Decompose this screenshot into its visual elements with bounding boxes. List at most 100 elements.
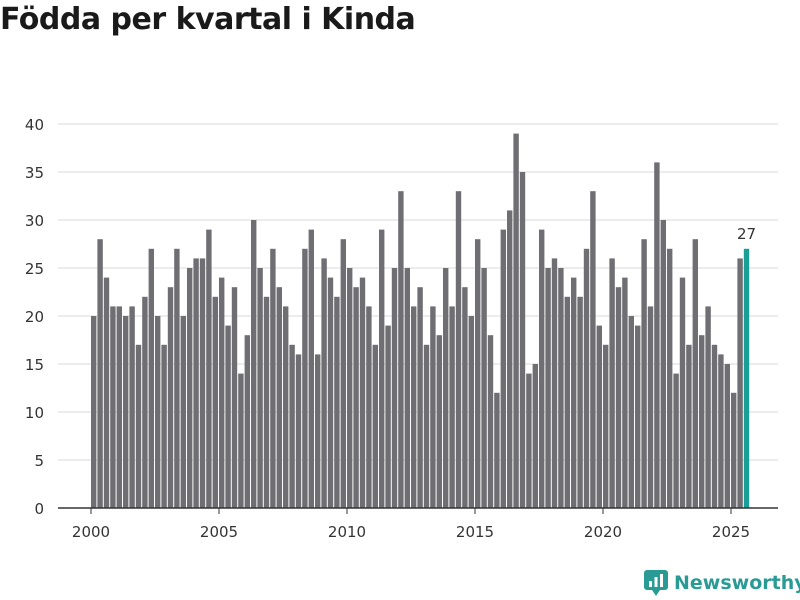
- chart-title: Födda per kvartal i Kinda: [0, 2, 416, 37]
- bar: [212, 296, 218, 508]
- bar: [379, 229, 385, 508]
- bar: [135, 344, 142, 508]
- bar: [519, 172, 526, 508]
- data-label: 27: [737, 225, 756, 243]
- bar: [263, 296, 270, 508]
- bar: [654, 162, 660, 508]
- bar: [487, 335, 494, 508]
- bar: [315, 354, 321, 508]
- bar: [449, 306, 455, 508]
- bar: [103, 277, 110, 508]
- bar-highlight: [743, 248, 750, 509]
- bar: [385, 325, 391, 508]
- y-tick-label: 5: [34, 452, 44, 470]
- bar: [718, 354, 724, 508]
- bar: [231, 287, 238, 508]
- bar: [443, 268, 449, 508]
- x-tick-label: 2020: [584, 523, 622, 541]
- bar: [391, 268, 398, 508]
- x-tick-label: 2010: [328, 523, 366, 541]
- bar: [628, 316, 634, 508]
- bar: [641, 239, 647, 508]
- bar: [590, 191, 596, 508]
- bar: [283, 306, 289, 508]
- bar: [366, 306, 372, 508]
- bar: [199, 258, 206, 508]
- bar: [91, 316, 97, 508]
- bar: [302, 248, 308, 509]
- bar: [500, 229, 506, 508]
- y-tick-label: 0: [34, 500, 44, 518]
- bar: [289, 344, 295, 508]
- bar: [468, 316, 474, 508]
- bar: [225, 325, 231, 508]
- bar: [673, 373, 679, 508]
- x-tick-label: 2025: [712, 523, 750, 541]
- bar: [142, 296, 148, 508]
- bar: [596, 325, 602, 508]
- bar: [686, 344, 692, 508]
- x-tick-label: 2005: [200, 523, 238, 541]
- bar: [193, 258, 199, 508]
- bar: [737, 258, 743, 508]
- bar: [251, 220, 257, 508]
- bar: [347, 268, 353, 508]
- bar: [699, 335, 705, 508]
- bar: [692, 239, 698, 508]
- bar: [539, 229, 545, 508]
- bar: [238, 373, 244, 508]
- y-tick-label: 15: [25, 356, 44, 374]
- bar: [423, 344, 430, 508]
- brand-logo: Newsworthy: [644, 570, 800, 596]
- bar: [257, 268, 263, 508]
- bar: [475, 239, 481, 508]
- bar: [353, 287, 359, 508]
- bar: [116, 306, 122, 508]
- bar: [340, 239, 346, 508]
- bar: [711, 344, 718, 508]
- y-tick-label: 10: [25, 404, 44, 422]
- y-tick-label: 35: [25, 164, 44, 182]
- bar: [583, 248, 590, 509]
- y-tick-label: 40: [25, 116, 44, 134]
- bar: [321, 258, 327, 508]
- bar: [411, 306, 417, 508]
- bar: [532, 364, 538, 508]
- bar: [180, 316, 186, 508]
- bar: [455, 191, 462, 508]
- bar: [577, 296, 583, 508]
- bar: [731, 392, 737, 508]
- bar: [603, 344, 609, 508]
- bar: [660, 220, 666, 508]
- bar: [161, 344, 167, 508]
- bar: [462, 287, 468, 508]
- y-tick-label: 20: [25, 308, 44, 326]
- bar: [327, 277, 334, 508]
- bar: [507, 210, 513, 508]
- bar: [622, 277, 628, 508]
- bar: [571, 277, 577, 508]
- bar: [148, 248, 154, 509]
- newsworthy-logo-icon: [644, 570, 668, 596]
- brand-name: Newsworthy: [674, 572, 800, 594]
- bar: [123, 316, 129, 508]
- bar: [705, 306, 711, 508]
- x-tick-label: 2015: [456, 523, 494, 541]
- x-tick-label: 2000: [72, 523, 110, 541]
- bar: [174, 248, 180, 509]
- bar: [436, 335, 442, 508]
- bar: [97, 239, 103, 508]
- bar: [334, 296, 340, 508]
- bar: [398, 191, 404, 508]
- bar: [206, 229, 212, 508]
- y-tick-label: 25: [25, 260, 44, 278]
- bar: [430, 306, 436, 508]
- bar: [359, 277, 366, 508]
- bar: [558, 268, 564, 508]
- bar: [155, 316, 161, 508]
- bar: [615, 287, 622, 508]
- bar: [647, 306, 654, 508]
- bar: [308, 229, 314, 508]
- bar: [417, 287, 423, 508]
- bar: [635, 325, 641, 508]
